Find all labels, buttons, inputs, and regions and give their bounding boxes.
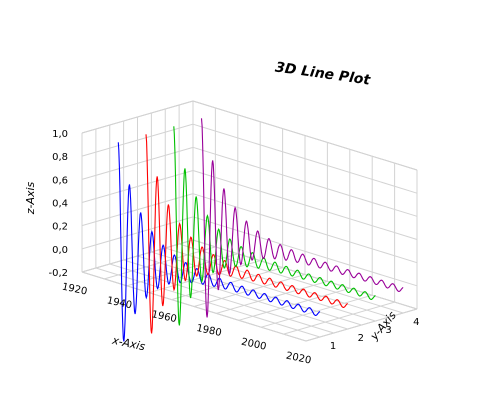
z-tick-label-6: -0,2: [48, 268, 68, 279]
floor-grid-y-4: [137, 255, 362, 326]
floor-grid-y-6: [165, 247, 390, 318]
x-tick-label-1960: 1960: [151, 309, 178, 325]
chart-series-lines: [117, 118, 404, 342]
z-tick-label-3: 0,4: [52, 199, 68, 210]
sidewall-grid-z-2: [81, 193, 194, 227]
sidewall-grid-z-0: [81, 239, 194, 273]
x-axis-label: x-Axis: [110, 334, 147, 354]
series-line-4: [200, 118, 404, 318]
x-tick-label-1980: 1980: [195, 323, 222, 339]
z-tick-label-1: 0,8: [52, 152, 68, 163]
y-tick-label-2: 2: [358, 333, 364, 344]
backwall-grid-z-5: [192, 123, 418, 194]
sidewall-grid-z-3: [81, 170, 194, 203]
series-line-3: [173, 126, 376, 326]
backwall-grid-z-6: [192, 100, 418, 171]
x-tick-label-1920: 1920: [61, 282, 88, 298]
z-tick-label-5: 0,0: [52, 245, 68, 256]
z-tick-label-0: 1,0: [52, 129, 68, 140]
chart-title: 3D Line Plot: [274, 59, 372, 88]
backwall-grid-z-2: [192, 193, 418, 264]
x-tick-label-1940: 1940: [106, 295, 133, 311]
floor-grid-y-2: [109, 263, 334, 334]
y-tick-label-1: 1: [330, 341, 336, 352]
x-tick-label-2000: 2000: [240, 337, 267, 353]
backwall-grid-z-4: [192, 146, 418, 217]
x-tick-label-2020: 2020: [285, 351, 312, 367]
y-axis-label: y-Axis: [367, 309, 399, 344]
sidewall-grid-z-1: [81, 216, 194, 250]
chart-tick-labels: 1920 1940 1960 1980 2000 2020 1 2 3 4 1,0 0,8 0,6 0,4…: [48, 129, 419, 367]
z-tick-label-4: 0,2: [52, 222, 68, 233]
z-tick-label-2: 0,6: [52, 175, 68, 186]
floor-grid-y-0: [81, 271, 307, 342]
backwall-grid-z-1: [192, 216, 418, 287]
y-tick-label-4: 4: [413, 317, 419, 328]
backwall-grid-z-0: [192, 239, 418, 310]
y-tick-label-3: 3: [385, 325, 391, 336]
chart-grid: [81, 100, 418, 342]
z-axis-label: z-Axis: [24, 181, 37, 215]
series-line-2: [145, 134, 348, 334]
chart-walls: [81, 100, 418, 342]
sidewall-grid-z-6: [81, 100, 194, 134]
backwall-grid-z-3: [192, 170, 418, 240]
